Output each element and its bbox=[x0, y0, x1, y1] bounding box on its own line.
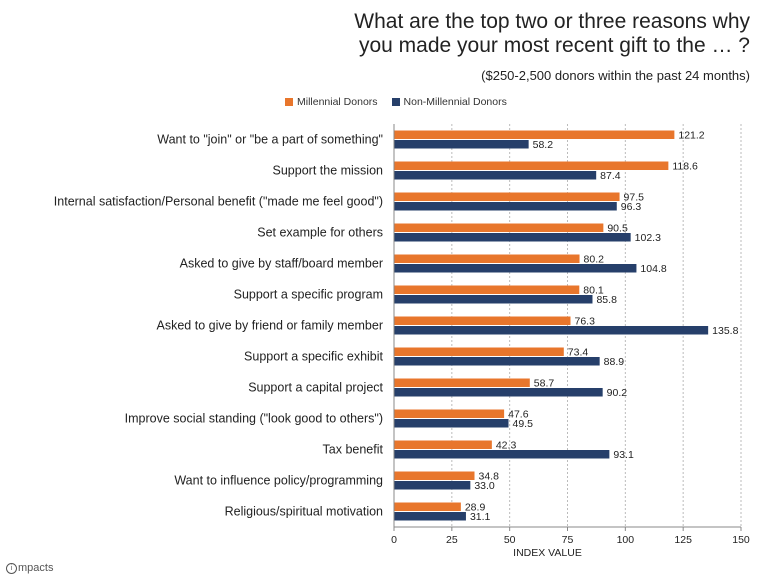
bar-millennial bbox=[394, 316, 571, 325]
bar-millennial bbox=[394, 378, 530, 387]
value-label-non-millennial: 104.8 bbox=[640, 263, 666, 275]
value-label-millennial: 80.1 bbox=[583, 285, 604, 297]
category-label: Tax benefit bbox=[323, 443, 384, 457]
bar-millennial bbox=[394, 161, 669, 170]
bar-non-millennial bbox=[394, 481, 471, 490]
category-label: Want to "join" or "be a part of somethin… bbox=[157, 133, 383, 147]
bar-non-millennial bbox=[394, 450, 610, 459]
bar-non-millennial bbox=[394, 140, 529, 149]
value-label-millennial: 118.6 bbox=[672, 161, 698, 173]
bar-millennial bbox=[394, 440, 492, 449]
category-label: Asked to give by friend or family member bbox=[157, 319, 383, 333]
bar-non-millennial bbox=[394, 202, 617, 211]
category-label: Support a specific exhibit bbox=[244, 350, 383, 364]
chart-legend: Millennial Donors Non-Millennial Donors bbox=[285, 96, 521, 108]
category-label: Set example for others bbox=[257, 226, 383, 240]
value-label-millennial: 121.2 bbox=[678, 130, 704, 142]
bar-millennial bbox=[394, 254, 580, 263]
chart-subtitle: ($250-2,500 donors within the past 24 mo… bbox=[481, 68, 750, 83]
bar-millennial bbox=[394, 502, 461, 511]
legend-item-non-millennial: Non-Millennial Donors bbox=[391, 96, 507, 108]
value-label-millennial: 90.5 bbox=[607, 223, 628, 235]
value-label-non-millennial: 93.1 bbox=[613, 449, 634, 461]
value-label-non-millennial: 90.2 bbox=[607, 387, 628, 399]
value-label-millennial: 58.7 bbox=[534, 378, 555, 390]
category-label: Support the mission bbox=[273, 164, 384, 178]
bar-millennial bbox=[394, 347, 564, 356]
category-label: Asked to give by staff/board member bbox=[180, 257, 383, 271]
bar-non-millennial bbox=[394, 512, 466, 521]
value-label-non-millennial: 96.3 bbox=[621, 201, 642, 213]
value-label-non-millennial: 49.5 bbox=[513, 418, 534, 430]
bar-millennial bbox=[394, 285, 580, 294]
impacts-logo: i mpacts bbox=[6, 562, 53, 574]
x-tick-label: 125 bbox=[674, 534, 692, 546]
legend-item-millennial: Millennial Donors bbox=[285, 96, 378, 108]
category-label: Want to influence policy/programming bbox=[174, 474, 383, 488]
legend-swatch-non-millennial bbox=[391, 98, 400, 106]
legend-swatch-millennial bbox=[285, 98, 293, 106]
x-axis-title: INDEX VALUE bbox=[513, 547, 582, 559]
category-label: Improve social standing ("look good to o… bbox=[125, 412, 383, 426]
x-tick-label: 100 bbox=[617, 534, 635, 546]
bar-non-millennial bbox=[394, 388, 603, 397]
category-label: Religious/spiritual motivation bbox=[225, 505, 383, 519]
bar-non-millennial bbox=[394, 357, 600, 366]
value-label-millennial: 34.8 bbox=[479, 471, 500, 483]
value-label-millennial: 97.5 bbox=[624, 192, 645, 204]
value-label-millennial: 80.2 bbox=[584, 254, 605, 266]
x-tick-label: 75 bbox=[562, 534, 574, 546]
value-label-non-millennial: 31.1 bbox=[470, 511, 491, 523]
legend-label-millennial: Millennial Donors bbox=[297, 96, 378, 108]
value-label-non-millennial: 87.4 bbox=[600, 170, 621, 182]
chart-title-line-1: What are the top two or three reasons wh… bbox=[354, 10, 750, 33]
bar-non-millennial bbox=[394, 326, 709, 335]
value-label-millennial: 73.4 bbox=[568, 347, 589, 359]
bar-millennial bbox=[394, 192, 620, 201]
bar-millennial bbox=[394, 130, 675, 139]
bar-millennial bbox=[394, 223, 604, 232]
category-label: Internal satisfaction/Personal benefit (… bbox=[54, 195, 383, 209]
value-label-non-millennial: 102.3 bbox=[635, 232, 661, 244]
bar-non-millennial bbox=[394, 264, 637, 273]
x-tick-label: 50 bbox=[504, 534, 516, 546]
x-tick-label: 0 bbox=[391, 534, 397, 546]
value-label-millennial: 42.3 bbox=[496, 440, 517, 452]
value-label-millennial: 76.3 bbox=[575, 316, 596, 328]
category-label: Support a specific program bbox=[234, 288, 383, 302]
chart-title: What are the top two or three reasons wh… bbox=[190, 10, 750, 58]
chart-title-line-2: you made your most recent gift to the … … bbox=[358, 34, 750, 57]
legend-label-non-millennial: Non-Millennial Donors bbox=[403, 96, 507, 108]
bar-non-millennial bbox=[394, 295, 593, 304]
category-label: Support a capital project bbox=[248, 381, 383, 395]
x-tick-label: 25 bbox=[446, 534, 458, 546]
value-label-non-millennial: 33.0 bbox=[474, 480, 495, 492]
logo-text: mpacts bbox=[18, 562, 54, 574]
x-tick-label: 150 bbox=[732, 534, 750, 546]
value-label-non-millennial: 88.9 bbox=[604, 356, 625, 368]
bar-non-millennial bbox=[394, 419, 509, 428]
bar-millennial bbox=[394, 409, 505, 418]
logo-mark-icon: i bbox=[6, 562, 17, 574]
bar-millennial bbox=[394, 471, 475, 480]
bar-non-millennial bbox=[394, 233, 631, 242]
value-label-millennial: 28.9 bbox=[465, 502, 486, 514]
value-label-non-millennial: 58.2 bbox=[533, 139, 554, 151]
bar-non-millennial bbox=[394, 171, 597, 180]
value-label-millennial: 47.6 bbox=[508, 409, 529, 421]
value-label-non-millennial: 85.8 bbox=[596, 294, 617, 306]
value-label-non-millennial: 135.8 bbox=[712, 325, 738, 337]
